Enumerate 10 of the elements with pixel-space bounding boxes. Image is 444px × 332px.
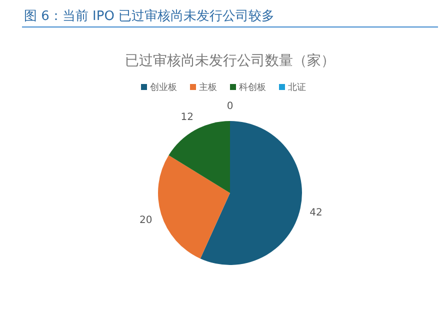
legend-label: 北证	[288, 82, 306, 93]
legend-label: 主板	[199, 82, 217, 93]
data-label: 12	[180, 112, 194, 124]
data-label: 42	[310, 208, 322, 219]
legend-label: 创业板	[150, 82, 177, 93]
data-label: 0	[226, 101, 234, 112]
data-label: 20	[140, 214, 152, 226]
title: 图 6：当前 IPO 已过审核尚未发行公司较多	[24, 9, 275, 24]
legend-label: 科创板	[239, 82, 266, 93]
chart-subtitle: 已过审核尚未发行公司数量（家）	[125, 53, 335, 69]
